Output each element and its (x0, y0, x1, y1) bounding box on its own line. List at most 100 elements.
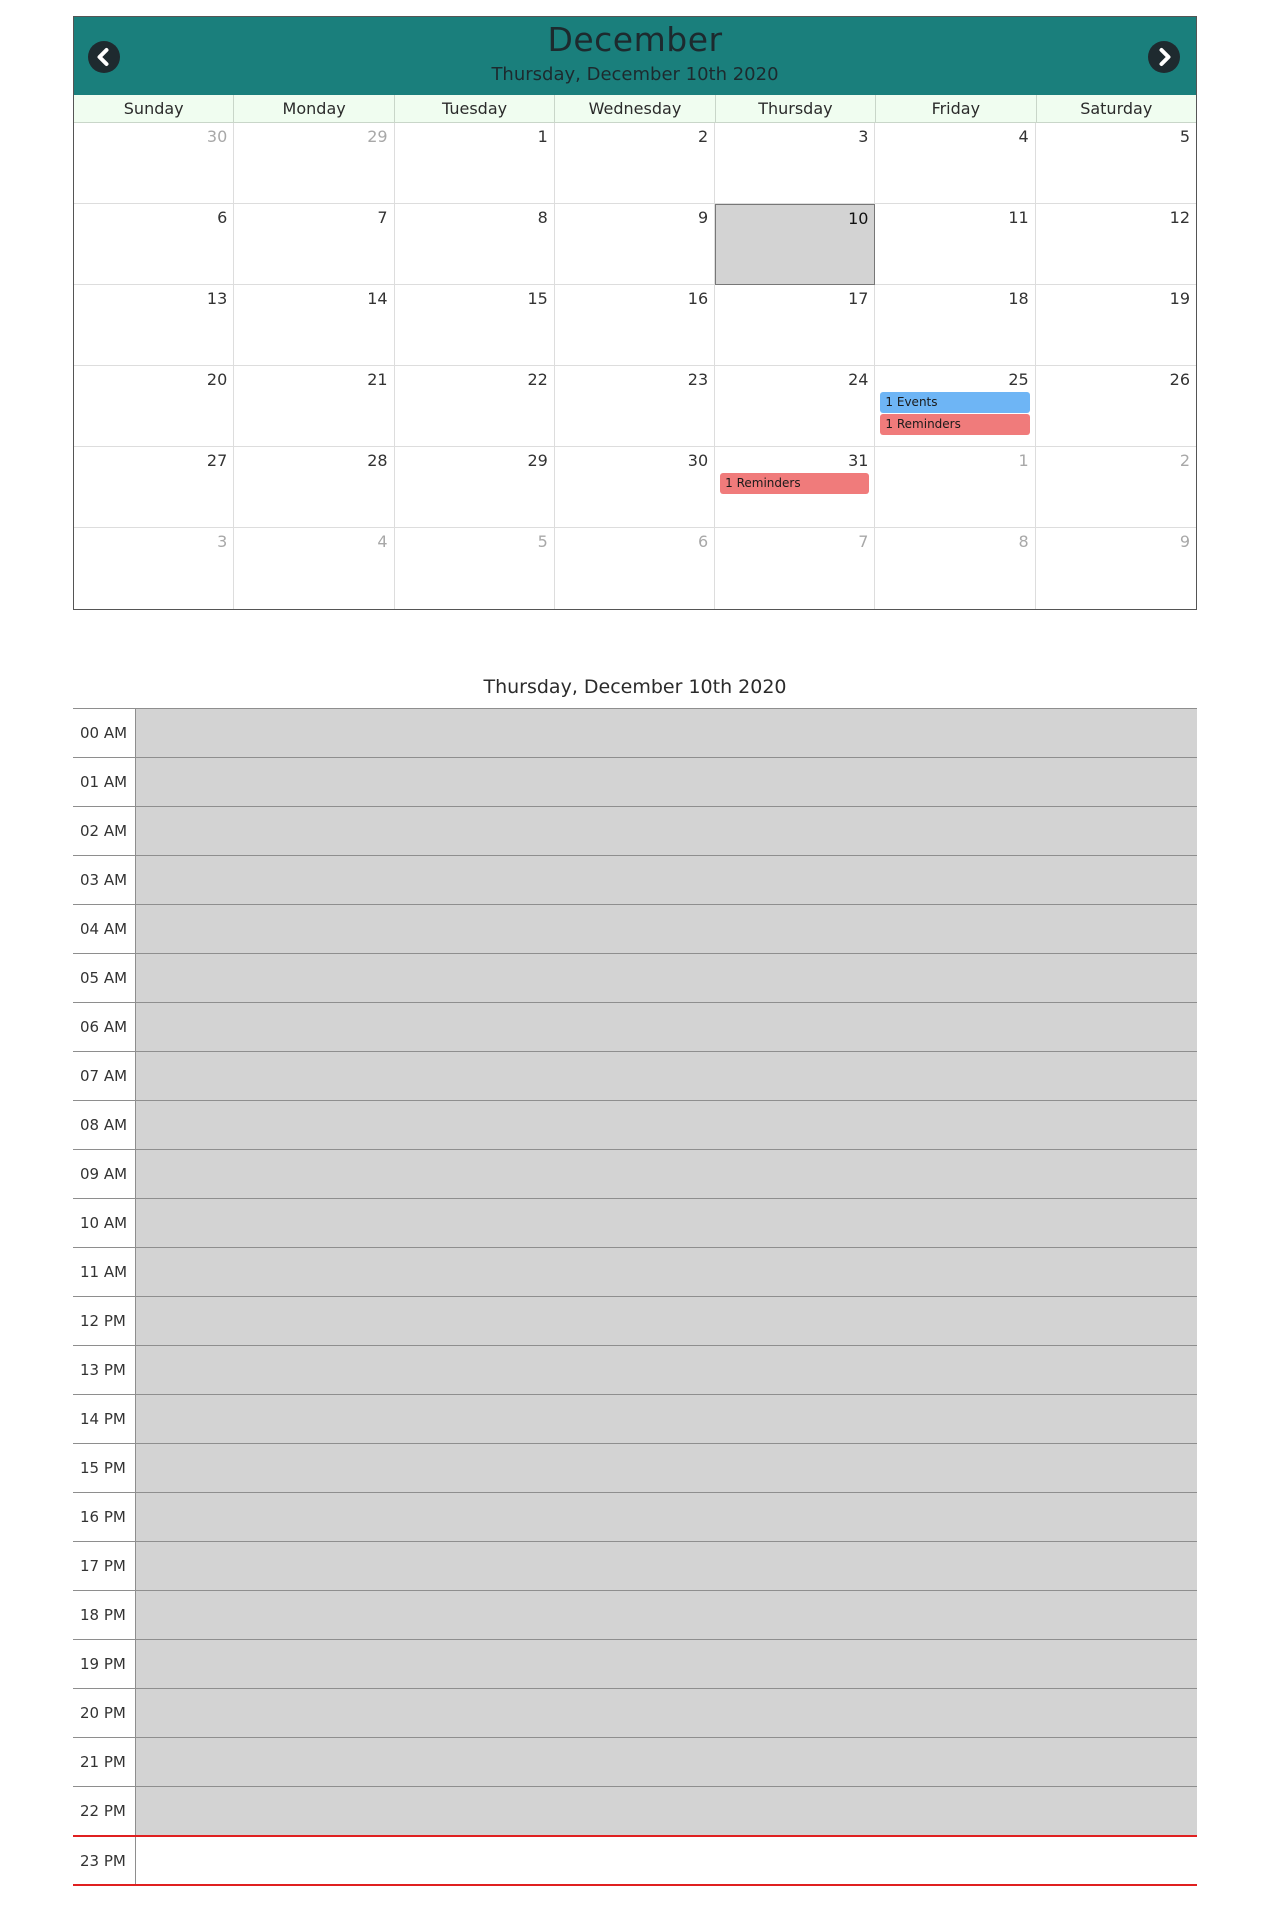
day-cell[interactable]: 30 (554, 447, 716, 528)
hour-slot[interactable] (136, 1297, 1197, 1345)
day-cell[interactable]: 13 (74, 285, 235, 366)
day-cell[interactable]: 18 (875, 285, 1036, 366)
hour-slot[interactable] (136, 1003, 1197, 1051)
hour-slot[interactable] (136, 905, 1197, 953)
day-cell[interactable]: 25 1 Events 1 Reminders (875, 366, 1036, 447)
day-cell[interactable]: 7 (715, 528, 876, 609)
day-cell[interactable]: 7 (234, 204, 395, 285)
day-number: 17 (848, 289, 869, 308)
hour-slot[interactable] (136, 1395, 1197, 1443)
day-cell[interactable]: 6 (554, 528, 716, 609)
day-cell[interactable]: 26 (1035, 366, 1196, 447)
hour-row: 08 AM (73, 1100, 1197, 1149)
hour-slot[interactable] (136, 1493, 1197, 1541)
day-cell[interactable]: 5 (394, 528, 555, 609)
day-cell[interactable]: 24 (715, 366, 876, 447)
day-cell[interactable]: 8 (875, 528, 1036, 609)
hour-slot[interactable] (136, 856, 1197, 904)
hour-row: 05 AM (73, 953, 1197, 1002)
day-cell[interactable]: 3 (74, 528, 235, 609)
hour-slot[interactable] (136, 1150, 1197, 1198)
hour-slot[interactable] (136, 1444, 1197, 1492)
hour-slot[interactable] (136, 1689, 1197, 1737)
day-number: 24 (848, 370, 869, 389)
day-cell[interactable]: 20 (74, 366, 235, 447)
hour-slot[interactable] (136, 1738, 1197, 1786)
day-cell[interactable]: 12 (1035, 204, 1196, 285)
day-cell[interactable]: 30 (74, 123, 235, 204)
hour-slot[interactable] (136, 1542, 1197, 1590)
events-badge[interactable]: 1 Events (880, 392, 1030, 413)
day-cell[interactable]: 21 (234, 366, 395, 447)
hour-row: 12 PM (73, 1296, 1197, 1345)
day-cell[interactable]: 9 (554, 204, 716, 285)
weekday-header-row: Sunday Monday Tuesday Wednesday Thursday… (74, 95, 1196, 123)
day-number: 31 (848, 451, 869, 470)
hour-slot[interactable] (136, 758, 1197, 806)
day-cell[interactable]: 2 (1035, 447, 1196, 528)
hour-row: 17 PM (73, 1541, 1197, 1590)
weekday-tuesday: Tuesday (394, 95, 556, 123)
hour-slot[interactable] (136, 1591, 1197, 1639)
hour-label: 14 PM (73, 1395, 136, 1443)
chevron-left-icon (97, 48, 109, 66)
day-cell[interactable]: 3 (715, 123, 876, 204)
day-number: 29 (527, 451, 548, 470)
hour-slot[interactable] (136, 1640, 1197, 1688)
day-cell[interactable]: 29 (234, 123, 395, 204)
hour-label: 10 AM (73, 1199, 136, 1247)
day-number: 21 (367, 370, 388, 389)
day-number: 1 (537, 127, 548, 146)
day-cell[interactable]: 16 (554, 285, 716, 366)
day-cell[interactable]: 23 (554, 366, 716, 447)
day-cell[interactable]: 31 1 Reminders (715, 447, 876, 528)
day-cell[interactable]: 11 (875, 204, 1036, 285)
reminders-badge[interactable]: 1 Reminders (880, 414, 1030, 435)
day-cell[interactable]: 2 (554, 123, 716, 204)
hour-slot[interactable] (136, 954, 1197, 1002)
day-cell[interactable]: 17 (715, 285, 876, 366)
day-cell[interactable]: 4 (234, 528, 395, 609)
day-number: 30 (687, 451, 709, 470)
day-cell[interactable]: 15 (394, 285, 555, 366)
day-number: 6 (697, 532, 709, 551)
day-number: 7 (858, 532, 869, 551)
day-number: 8 (537, 208, 548, 227)
day-cell-today[interactable]: 10 (715, 204, 876, 285)
hour-slot[interactable] (136, 709, 1197, 757)
day-cell[interactable]: 28 (234, 447, 395, 528)
prev-month-button[interactable] (88, 41, 120, 73)
day-cell[interactable]: 6 (74, 204, 235, 285)
day-cell[interactable]: 5 (1035, 123, 1196, 204)
day-cell[interactable]: 1 (394, 123, 555, 204)
weekday-monday: Monday (234, 95, 395, 123)
hour-slot[interactable] (136, 807, 1197, 855)
weekday-thursday: Thursday (715, 95, 877, 123)
hour-slot[interactable] (136, 1199, 1197, 1247)
reminders-badge[interactable]: 1 Reminders (720, 473, 870, 494)
day-cell[interactable]: 8 (394, 204, 555, 285)
day-number: 18 (1008, 289, 1029, 308)
hour-row: 16 PM (73, 1492, 1197, 1541)
hour-row: 22 PM (73, 1786, 1197, 1835)
calendar-header: December Thursday, December 10th 2020 (74, 17, 1196, 95)
hour-slot[interactable] (136, 1052, 1197, 1100)
day-cell[interactable]: 9 (1035, 528, 1196, 609)
hour-slot[interactable] (136, 1248, 1197, 1296)
day-grid: 30 29 1 2 3 4 5 6 7 8 9 10 11 12 13 14 15 16 17 18 19 20 21 22 2… (74, 123, 1196, 609)
day-cell[interactable]: 4 (875, 123, 1036, 204)
day-cell[interactable]: 27 (74, 447, 235, 528)
hour-slot[interactable] (136, 1837, 1197, 1884)
day-number: 25 (1008, 370, 1029, 389)
day-cell[interactable]: 14 (234, 285, 395, 366)
day-cell[interactable]: 1 (875, 447, 1036, 528)
hour-slot[interactable] (136, 1787, 1197, 1835)
day-number: 27 (206, 451, 228, 470)
day-cell[interactable]: 22 (394, 366, 555, 447)
hour-slot[interactable] (136, 1101, 1197, 1149)
next-month-button[interactable] (1148, 41, 1180, 73)
day-cell[interactable]: 19 (1035, 285, 1196, 366)
day-cell[interactable]: 29 (394, 447, 555, 528)
day-number: 14 (367, 289, 388, 308)
hour-slot[interactable] (136, 1346, 1197, 1394)
